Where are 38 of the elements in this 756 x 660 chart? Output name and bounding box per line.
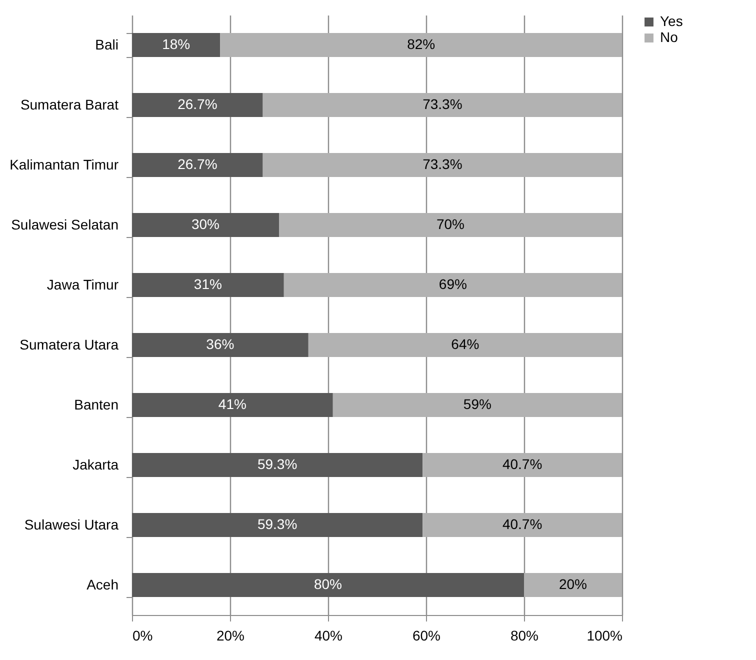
x-tick-label: 20%	[216, 628, 245, 644]
data-label: 36%	[206, 336, 234, 352]
data-label: 41%	[218, 396, 246, 412]
x-tick-label: 60%	[412, 628, 441, 644]
data-label: 59.3%	[257, 516, 298, 532]
x-tick-label: 100%	[586, 628, 622, 644]
data-label: 26.7%	[178, 156, 218, 172]
data-label: 40.7%	[502, 516, 542, 532]
data-label: 64%	[451, 336, 480, 352]
data-label: 80%	[314, 576, 342, 592]
data-label: 82%	[407, 36, 436, 52]
legend-label: Yes	[660, 13, 683, 29]
x-tick-label: 40%	[314, 628, 343, 644]
y-tick-label: Sulawesi Selatan	[11, 216, 118, 232]
y-tick-label: Sulawesi Utara	[24, 516, 119, 532]
data-label: 30%	[191, 216, 220, 232]
y-tick-label: Jawa Timur	[46, 276, 119, 292]
data-label: 18%	[162, 36, 190, 52]
legend-label: No	[660, 29, 678, 45]
y-tick-label: Bali	[95, 36, 118, 52]
x-tick-label: 80%	[510, 628, 539, 644]
data-label: 26.7%	[178, 96, 218, 112]
data-label: 59.3%	[257, 456, 298, 472]
y-tick-label: Sumatera Utara	[20, 336, 119, 352]
data-label: 73.3%	[422, 96, 462, 112]
data-label: 31%	[194, 276, 222, 292]
y-tick-label: Banten	[74, 396, 118, 412]
data-label: 40.7%	[502, 456, 542, 472]
y-tick-label: Kalimantan Timur	[10, 156, 119, 172]
data-label: 59%	[463, 396, 492, 412]
x-tick-label: 0%	[132, 628, 153, 644]
y-tick-label: Sumatera Barat	[20, 96, 119, 112]
data-label: 20%	[558, 576, 588, 592]
data-label: 69%	[438, 276, 467, 292]
data-label: 73.3%	[422, 156, 462, 172]
y-tick-label: Aceh	[86, 576, 118, 592]
data-label: 70%	[436, 216, 465, 232]
y-tick-label: Jakarta	[72, 456, 119, 472]
